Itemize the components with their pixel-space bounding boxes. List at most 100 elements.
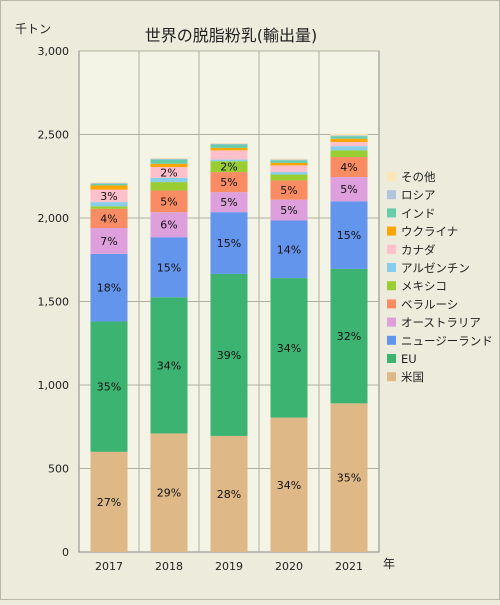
y-axis-unit-label: 千トン bbox=[15, 22, 51, 36]
legend-label: ベラルーシ bbox=[401, 297, 458, 311]
bar-data-label: 14% bbox=[277, 243, 301, 256]
bar-segment bbox=[330, 136, 368, 139]
bar-data-label: 27% bbox=[97, 496, 121, 509]
legend-swatch bbox=[387, 335, 396, 345]
y-tick-label: 500 bbox=[48, 463, 69, 476]
bar-data-label: 7% bbox=[100, 235, 117, 248]
legend-label: アルゼンチン bbox=[401, 261, 470, 275]
bar-segment bbox=[210, 161, 248, 173]
bar-segment bbox=[90, 208, 128, 229]
bar-segment bbox=[330, 403, 368, 552]
bar-data-label: 29% bbox=[157, 487, 181, 500]
bar-segment bbox=[270, 417, 308, 552]
bar-data-label: 3% bbox=[100, 190, 117, 203]
bar-segment bbox=[210, 142, 248, 144]
bar-segment bbox=[90, 451, 128, 552]
bar-data-label: 5% bbox=[220, 176, 237, 189]
legend-swatch bbox=[387, 226, 396, 236]
bar-segment bbox=[330, 157, 368, 178]
bar-segment bbox=[150, 237, 188, 298]
legend-label: 米国 bbox=[401, 370, 424, 384]
bar-segment bbox=[90, 321, 128, 452]
bar-data-label: 34% bbox=[157, 359, 181, 372]
bar-data-label: 35% bbox=[97, 381, 121, 394]
bar-segment bbox=[270, 278, 308, 418]
bar-segment bbox=[210, 144, 248, 148]
x-axis-unit-label: 年 bbox=[383, 557, 395, 571]
bar-segment bbox=[210, 212, 248, 274]
bar-segment bbox=[90, 185, 128, 190]
y-tick-label: 1,000 bbox=[38, 379, 70, 392]
bar-segment bbox=[270, 180, 308, 200]
bar-segment bbox=[330, 138, 368, 143]
bar-data-label: 32% bbox=[337, 330, 361, 343]
bar-data-label: 2% bbox=[220, 161, 237, 174]
bar-data-label: 6% bbox=[160, 219, 177, 232]
bar-data-label: 39% bbox=[217, 349, 241, 362]
bar-data-label: 15% bbox=[157, 261, 181, 274]
legend-label: ニュージーランド bbox=[401, 334, 493, 348]
bar-data-label: 5% bbox=[220, 196, 237, 209]
bar-segment bbox=[210, 435, 248, 552]
bar-data-label: 34% bbox=[277, 479, 301, 492]
y-tick-label: 0 bbox=[62, 546, 69, 559]
bar-segment bbox=[150, 177, 188, 183]
bar-segment bbox=[330, 146, 368, 151]
bar-segment bbox=[210, 143, 248, 145]
legend-label: ロシア bbox=[401, 188, 436, 202]
legend-label: ウクライナ bbox=[401, 225, 458, 239]
bar-segment bbox=[150, 190, 188, 213]
bar-data-label: 5% bbox=[280, 204, 297, 217]
bar-segment bbox=[270, 162, 308, 166]
bar-segment bbox=[150, 167, 188, 178]
bar-segment bbox=[270, 160, 308, 163]
y-tick-label: 1,500 bbox=[38, 296, 70, 309]
bar-segment bbox=[90, 182, 128, 184]
legend-swatch bbox=[387, 190, 396, 200]
bar-segment bbox=[90, 183, 128, 186]
bar-segment bbox=[330, 150, 368, 158]
bar-data-label: 35% bbox=[337, 472, 361, 485]
bar-data-label: 18% bbox=[97, 282, 121, 295]
legend-label: カナダ bbox=[401, 243, 436, 257]
bar-segment bbox=[150, 433, 188, 552]
bar-segment bbox=[270, 199, 308, 221]
legend-label: メキシコ bbox=[401, 279, 447, 293]
x-tick-label: 2018 bbox=[155, 560, 183, 573]
bar-segment bbox=[210, 273, 248, 436]
legend-label: インド bbox=[401, 206, 436, 220]
legend-swatch bbox=[387, 263, 396, 272]
legend-swatch bbox=[387, 354, 396, 363]
bar-segment bbox=[330, 177, 368, 202]
legend-swatch bbox=[387, 372, 396, 382]
bar-data-label: 5% bbox=[340, 183, 357, 196]
chart-title: 世界の脱脂粉乳(輸出量) bbox=[145, 26, 318, 45]
bar-segment bbox=[210, 150, 248, 160]
legend-swatch bbox=[387, 317, 396, 327]
bar-segment bbox=[270, 172, 308, 175]
bar-segment bbox=[90, 182, 128, 183]
bar-segment bbox=[90, 189, 128, 203]
bar-data-label: 2% bbox=[160, 166, 177, 179]
legend-label: その他 bbox=[401, 170, 436, 184]
bar-segment bbox=[330, 142, 368, 147]
bar-segment bbox=[270, 220, 308, 279]
legend-swatch bbox=[387, 281, 396, 291]
bar-segment bbox=[210, 159, 248, 162]
bar-segment bbox=[150, 158, 188, 160]
bar-data-label: 15% bbox=[337, 229, 361, 242]
bar-segment bbox=[270, 158, 308, 160]
bar-segment bbox=[150, 212, 188, 238]
bar-data-label: 15% bbox=[217, 237, 241, 250]
x-tick-label: 2020 bbox=[275, 560, 303, 573]
x-tick-label: 2019 bbox=[215, 560, 243, 573]
bar-segment bbox=[270, 165, 308, 173]
bar-segment bbox=[270, 159, 308, 161]
bar-data-label: 4% bbox=[340, 161, 357, 174]
bar-data-label: 5% bbox=[160, 195, 177, 208]
bar-segment bbox=[210, 192, 248, 213]
y-tick-label: 2,500 bbox=[38, 129, 70, 142]
bar-segment bbox=[330, 135, 368, 137]
